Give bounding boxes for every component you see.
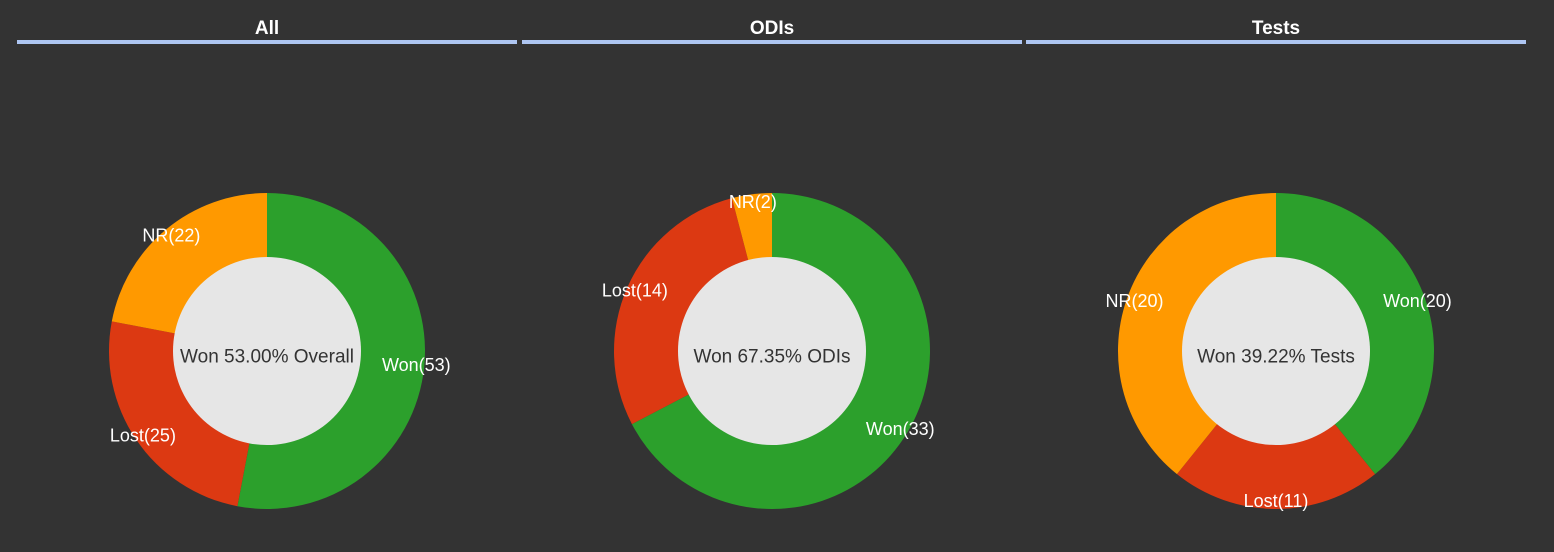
chart-title: ODIs — [749, 18, 795, 39]
donut-chart-all: Won(53) Lost(25) NR(22) Won 53.00% Overall — [108, 193, 451, 509]
slice-label-won: Won(33) — [866, 419, 935, 439]
slice-label-lost: Lost(11) — [1244, 491, 1309, 511]
donut-hole — [1182, 257, 1370, 445]
donut-hole — [173, 257, 361, 445]
center-label: Won 39.22% Tests — [1197, 347, 1355, 368]
slice-label-won: Won(20) — [1383, 291, 1452, 311]
donut-chart-tests: Won(20) Lost(11) NR(20) Won 39.22% Tests — [1106, 193, 1452, 511]
slice-label-nr: NR(22) — [142, 225, 200, 245]
chart-header-tests: Tests — [1026, 18, 1526, 44]
chart-title: Tests — [1251, 18, 1301, 39]
slice-label-won: Won(53) — [382, 355, 451, 375]
chart-header-all: All — [17, 18, 517, 44]
slice-label-lost: Lost(14) — [602, 280, 668, 300]
center-label: Won 67.35% ODIs — [693, 347, 850, 368]
donut-chart-odis: Won(33) Lost(14) NR(2) Won 67.35% ODIs — [602, 192, 935, 509]
chart-panel-odis: ODIs Won(33) Lost(14) NR(2) Won 67.35% ODIs — [522, 0, 1022, 552]
chart-header-odis: ODIs — [522, 18, 1022, 44]
chart-panel-tests: Tests Won(20) Lost(11) NR(20) Won 39.22% Te… — [1026, 0, 1526, 552]
slice-label-nr: NR(2) — [729, 192, 777, 212]
center-label: Won 53.00% Overall — [180, 347, 354, 368]
slice-label-nr: NR(20) — [1106, 291, 1164, 311]
chart-title: All — [254, 18, 280, 39]
chart-panel-all: All Won(53) Lost(25) NR(22) Won 53.00% Over… — [17, 0, 517, 552]
slice-label-lost: Lost(25) — [110, 425, 176, 445]
donut-hole — [678, 257, 866, 445]
